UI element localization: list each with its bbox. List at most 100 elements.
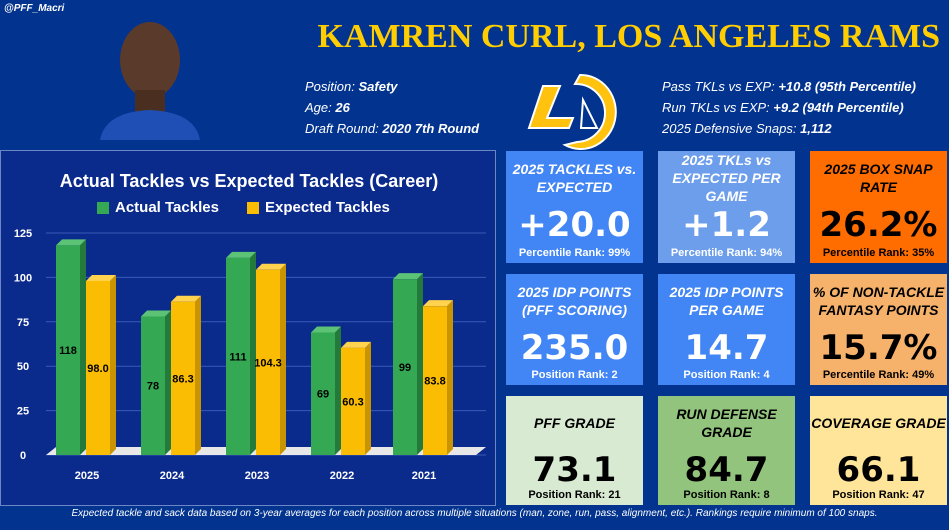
card-footer-value: 35% — [912, 247, 935, 259]
twitter-handle: @PFF_Macri — [4, 3, 65, 14]
card-footer-value: 8 — [763, 489, 770, 501]
card-value: 26.2% — [819, 205, 938, 245]
stat-card: 2025 BOX SNAP RATE 26.2% Percentile Rank: … — [810, 151, 947, 263]
card-footer-label: Percentile Rank: — [670, 247, 758, 259]
card-footer-label: Position Rank: — [683, 489, 761, 501]
bar-actual — [141, 310, 171, 455]
data-label: 69 — [317, 389, 329, 401]
card-footer: Position Rank: 47 — [810, 489, 947, 501]
info-value: 2020 7th Round — [382, 121, 480, 136]
card-title: 2025 BOX SNAP RATE — [824, 161, 933, 195]
info-row: Run TKLs vs EXP: +9.2 (94th Percentile) — [662, 97, 916, 118]
card-footer-label: Position Rank: — [528, 489, 606, 501]
info-label: Draft Round: — [305, 121, 379, 136]
info-value: +9.2 (94th Percentile) — [773, 100, 904, 115]
info-value: 1,112 — [800, 121, 832, 136]
bar-actual — [56, 239, 86, 455]
card-footer-value: 21 — [608, 489, 621, 501]
bar-actual — [393, 273, 423, 455]
card-footer: Position Rank: 8 — [658, 489, 795, 501]
player-photo — [95, 0, 205, 140]
data-label: 86.3 — [172, 373, 193, 385]
stat-card: 2025 IDP POINTS (PFF SCORING) 235.0 Positi… — [506, 274, 643, 385]
card-footer-value: 49% — [912, 369, 935, 381]
chart-plot: 0 25 50 75 100 125 118 98.0 2025 78 86.3 2024 111 104… — [14, 228, 486, 482]
info-label: Pass TKLs vs EXP: — [662, 79, 775, 94]
info-value: +10.8 (95th Percentile) — [778, 79, 916, 94]
card-value: +1.2 — [682, 205, 771, 245]
card-footer: Percentile Rank: 49% — [810, 369, 947, 381]
player-stats-summary: Pass TKLs vs EXP: +10.8 (95th Percentile… — [662, 76, 916, 139]
card-title: RUN DEFENSE GRADE — [676, 406, 777, 440]
card-value: 235.0 — [520, 328, 629, 368]
info-row: 2025 Defensive Snaps: 1,112 — [662, 118, 916, 139]
stat-card: 2025 TACKLES vs. EXPECTED +20.0 Percentile… — [506, 151, 643, 263]
card-title: 2025 TKLs vs EXPECTED PER GAME — [672, 152, 781, 204]
stat-card: 2025 TKLs vs EXPECTED PER GAME +1.2 Percen… — [658, 151, 795, 263]
info-row: Position: Safety — [305, 76, 479, 97]
card-footer-value: 94% — [760, 247, 783, 259]
x-tick-label: 2024 — [160, 470, 185, 482]
data-label: 111 — [229, 351, 246, 363]
card-footer: Position Rank: 2 — [506, 369, 643, 381]
card-footer-label: Position Rank: — [683, 369, 761, 381]
card-footer-label: Position Rank: — [531, 369, 609, 381]
stat-card: RUN DEFENSE GRADE 84.7 Position Rank: 8 — [658, 396, 795, 505]
bar-expected — [171, 295, 201, 455]
x-tick-label: 2023 — [245, 470, 269, 482]
bar-expected — [86, 274, 116, 455]
y-tick-label: 25 — [17, 406, 29, 418]
info-label: Age: — [305, 100, 332, 115]
data-label: 78 — [147, 381, 159, 393]
stat-card: 2025 IDP POINTS PER GAME 14.7 Position Ran… — [658, 274, 795, 385]
card-footer: Percentile Rank: 94% — [658, 247, 795, 259]
card-title: COVERAGE GRADE — [811, 415, 946, 431]
card-footer-label: Percentile Rank: — [518, 247, 606, 259]
card-footer-label: Percentile Rank: — [822, 369, 910, 381]
bar-actual — [311, 326, 341, 455]
card-footer-value: 2 — [611, 369, 618, 381]
y-tick-label: 75 — [17, 317, 29, 329]
legend-label: Actual Tackles — [115, 199, 219, 216]
card-title: % OF NON-TACKLE FANTASY POINTS — [812, 284, 945, 318]
footnote: Expected tackle and sack data based on 3… — [71, 508, 878, 519]
card-title: 2025 TACKLES vs. EXPECTED — [512, 161, 637, 195]
info-label: Run TKLs vs EXP: — [662, 100, 770, 115]
stat-card: PFF GRADE 73.1 Position Rank: 21 — [506, 396, 643, 505]
card-footer: Position Rank: 21 — [506, 489, 643, 501]
card-value: +20.0 — [518, 205, 631, 245]
y-tick-label: 0 — [20, 450, 26, 462]
player-info: Position: Safety Age: 26 Draft Round: 2020… — [305, 76, 479, 139]
card-value: 15.7% — [819, 328, 938, 368]
card-value: 14.7 — [684, 328, 769, 368]
card-title: 2025 IDP POINTS PER GAME — [669, 284, 784, 318]
x-tick-label: 2021 — [412, 470, 436, 482]
info-row: Age: 26 — [305, 97, 479, 118]
bar-expected — [256, 263, 286, 455]
card-value: 66.1 — [836, 450, 921, 490]
card-footer: Percentile Rank: 99% — [506, 247, 643, 259]
info-row: Draft Round: 2020 7th Round — [305, 118, 479, 139]
bar-expected — [423, 300, 453, 455]
data-label: 60.3 — [342, 396, 363, 408]
legend-label: Expected Tackles — [265, 199, 390, 216]
data-label: 104.3 — [254, 357, 282, 369]
info-label: 2025 Defensive Snaps: — [662, 121, 797, 136]
card-footer-label: Percentile Rank: — [822, 247, 910, 259]
card-value: 84.7 — [684, 450, 769, 490]
y-tick-label: 50 — [17, 361, 29, 373]
info-label: Position: — [305, 79, 355, 94]
rams-logo — [525, 70, 625, 150]
stat-card: % OF NON-TACKLE FANTASY POINTS 15.7% Perce… — [810, 274, 947, 385]
legend-actual: Actual Tackles — [97, 199, 219, 216]
card-footer-label: Position Rank: — [832, 489, 910, 501]
info-row: Pass TKLs vs EXP: +10.8 (95th Percentile… — [662, 76, 916, 97]
x-tick-label: 2025 — [75, 470, 99, 482]
legend-expected: Expected Tackles — [247, 199, 390, 216]
info-value: Safety — [358, 79, 398, 94]
stat-card: COVERAGE GRADE 66.1 Position Rank: 47 — [810, 396, 947, 505]
y-tick-label: 100 — [14, 272, 32, 284]
bar-actual — [226, 251, 256, 455]
page-title: KAMREN CURL, LOS ANGELES RAMS — [317, 18, 940, 55]
info-value: 26 — [335, 100, 350, 115]
